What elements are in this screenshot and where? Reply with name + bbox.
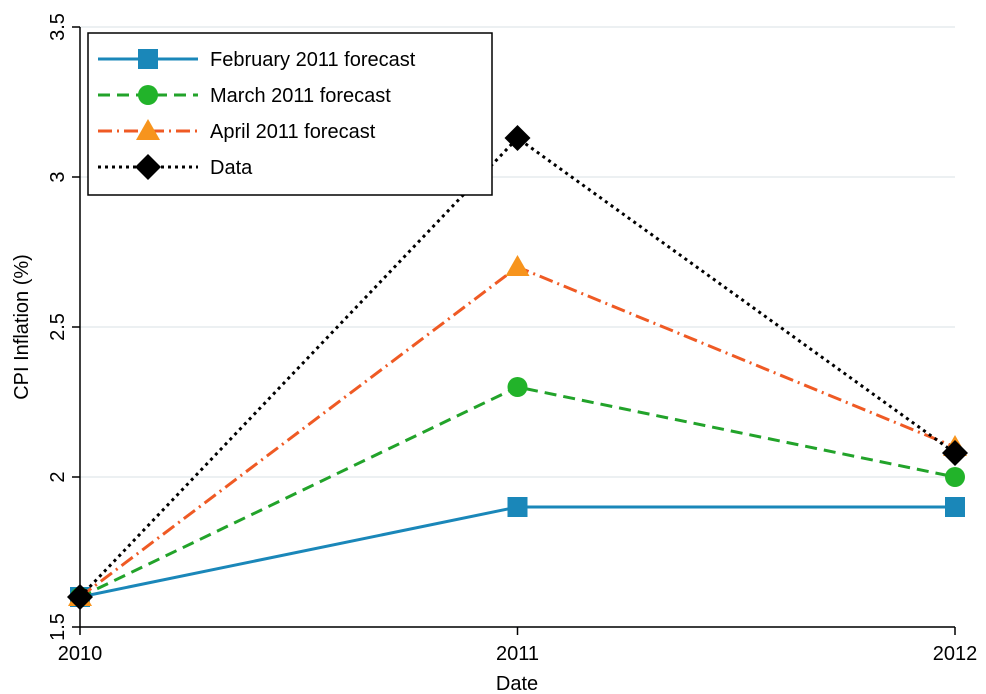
- series-line: [78, 136, 956, 599]
- legend-label: April 2011 forecast: [210, 121, 376, 143]
- series-line: [79, 385, 956, 599]
- y-tick-label: 1.5: [47, 613, 69, 641]
- marker: [942, 440, 968, 466]
- x-tick-label: 2011: [496, 643, 539, 665]
- x-tick-label: 2010: [58, 643, 103, 665]
- y-tick-label: 2.5: [47, 313, 69, 341]
- marker: [507, 497, 528, 517]
- x-axis-label: Date: [496, 673, 538, 694]
- legend: February 2011 forecast March 2011 forecas…: [87, 32, 493, 196]
- marker: [945, 497, 965, 517]
- y-tick-label: 3: [47, 171, 69, 182]
- legend-label: March 2011 forecast: [210, 85, 391, 107]
- marker: [136, 119, 160, 140]
- legend-label: February 2011 forecast: [210, 49, 416, 71]
- y-tick-label: 2: [47, 471, 69, 482]
- marker: [505, 255, 530, 276]
- y-axis-label: CPI Inflation (%): [11, 254, 33, 400]
- series-line: [79, 265, 956, 599]
- legend-label: Data: [210, 157, 253, 179]
- marker: [138, 49, 158, 69]
- x-tick-label: 2012: [933, 643, 978, 665]
- marker: [135, 154, 161, 180]
- y-tick-label: 3.5: [47, 13, 69, 41]
- marker: [138, 85, 158, 105]
- marker: [67, 584, 93, 610]
- marker: [507, 377, 528, 397]
- series-line: [79, 505, 955, 599]
- marker: [504, 125, 531, 151]
- marker: [945, 467, 965, 487]
